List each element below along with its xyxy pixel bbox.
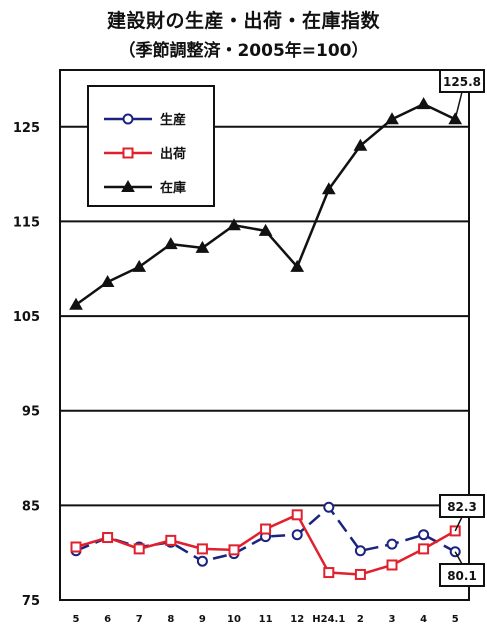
annotation-leader [454, 516, 463, 532]
data-point [258, 223, 273, 236]
x-tick-label: 8 [167, 614, 174, 625]
x-tick-label: 4 [420, 614, 427, 625]
chart-subtitle: （季節調整済・2005年=100） [118, 41, 369, 61]
y-tick-label: 75 [22, 594, 40, 609]
x-tick-label: 2 [357, 614, 364, 625]
annotation-box [439, 69, 485, 93]
data-point [418, 529, 430, 541]
annotation-label: 82.3 [447, 500, 477, 514]
data-point [196, 555, 208, 567]
legend-marker [122, 113, 134, 125]
annotation-leader [454, 91, 463, 120]
data-point [386, 559, 398, 571]
data-point [385, 112, 399, 125]
legend-label: 在庫 [160, 180, 186, 196]
data-point [353, 138, 368, 151]
x-tick-label: 5 [452, 614, 459, 625]
data-point [195, 240, 210, 253]
data-point [416, 97, 431, 110]
x-tick-label: H24.1 [312, 614, 345, 625]
data-point [291, 509, 303, 521]
data-point [132, 259, 147, 272]
data-point [354, 568, 366, 580]
data-point [165, 534, 177, 546]
legend-marker [121, 179, 135, 192]
y-tick-label: 85 [22, 499, 40, 514]
data-point [260, 523, 272, 535]
x-tick-label: 10 [227, 614, 241, 625]
annotation-box [439, 494, 485, 518]
annotation-label: 80.1 [447, 569, 477, 583]
legend-label: 生産 [160, 112, 186, 128]
y-tick-label: 125 [13, 121, 40, 136]
annotation-box [439, 563, 485, 587]
x-tick-label: 3 [389, 614, 396, 625]
y-tick-label: 95 [22, 405, 40, 420]
data-point [69, 297, 83, 310]
data-point [323, 501, 335, 513]
chart-title: 建設財の生産・出荷・在庫指数 [106, 10, 380, 32]
y-tick-label: 115 [13, 215, 40, 230]
x-tick-label: 6 [104, 614, 111, 625]
data-point [354, 545, 366, 557]
data-point [102, 532, 114, 544]
data-point [291, 529, 303, 541]
data-point [100, 274, 115, 287]
data-point [386, 538, 398, 550]
data-point [323, 567, 335, 579]
y-tick-label: 105 [13, 310, 40, 325]
x-tick-label: 12 [290, 614, 304, 625]
legend-marker [122, 147, 134, 159]
x-tick-label: 7 [136, 614, 143, 625]
legend-label: 出荷 [160, 146, 186, 162]
data-point [70, 541, 82, 553]
data-point [133, 543, 145, 555]
plot-frame [59, 69, 470, 601]
data-point [321, 182, 336, 195]
x-tick-label: 5 [73, 614, 80, 625]
x-tick-label: 11 [259, 614, 273, 625]
annotation-leader [454, 551, 463, 565]
data-point [228, 544, 240, 556]
data-point [418, 543, 430, 555]
x-tick-label: 9 [199, 614, 206, 625]
data-point [163, 237, 178, 250]
data-point [196, 543, 208, 555]
data-point [227, 218, 241, 231]
data-point [290, 259, 305, 272]
annotation-label: 125.8 [443, 75, 481, 89]
